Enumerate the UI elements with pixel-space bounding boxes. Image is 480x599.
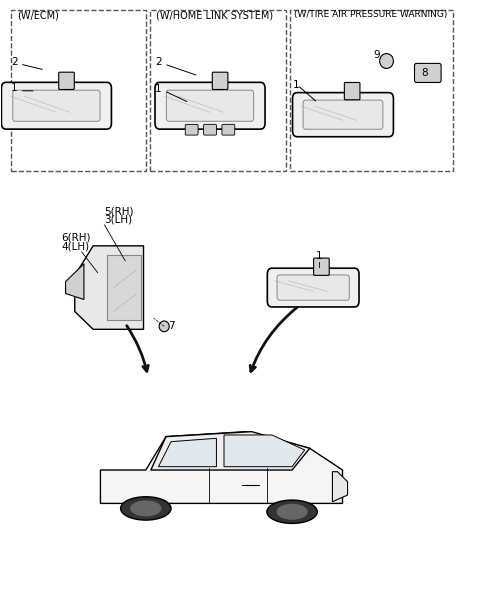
Polygon shape <box>151 432 310 470</box>
Text: 1: 1 <box>155 84 162 94</box>
FancyBboxPatch shape <box>267 268 359 307</box>
FancyBboxPatch shape <box>292 93 394 137</box>
Text: 9: 9 <box>373 50 380 60</box>
FancyBboxPatch shape <box>313 258 329 276</box>
Text: (W/ECM): (W/ECM) <box>17 10 60 20</box>
Polygon shape <box>224 435 305 467</box>
Polygon shape <box>158 438 216 467</box>
Text: 8: 8 <box>421 68 428 78</box>
Ellipse shape <box>120 497 171 520</box>
Ellipse shape <box>159 321 169 332</box>
FancyBboxPatch shape <box>204 125 216 135</box>
FancyBboxPatch shape <box>1 82 111 129</box>
Text: 2: 2 <box>155 57 162 67</box>
Text: (W/HOME LINK SYSTEM): (W/HOME LINK SYSTEM) <box>156 10 273 20</box>
Polygon shape <box>75 246 144 329</box>
Polygon shape <box>100 432 343 503</box>
Polygon shape <box>107 255 141 320</box>
Text: 3(LH): 3(LH) <box>105 215 132 225</box>
Text: 1: 1 <box>11 83 17 93</box>
FancyBboxPatch shape <box>277 275 349 300</box>
FancyBboxPatch shape <box>212 72 228 89</box>
Ellipse shape <box>267 500 317 524</box>
FancyBboxPatch shape <box>303 100 383 129</box>
Ellipse shape <box>131 501 161 516</box>
FancyBboxPatch shape <box>13 90 100 121</box>
Ellipse shape <box>277 504 307 519</box>
FancyBboxPatch shape <box>415 63 441 83</box>
Ellipse shape <box>380 53 394 68</box>
Polygon shape <box>66 264 84 300</box>
FancyBboxPatch shape <box>185 125 198 135</box>
FancyBboxPatch shape <box>150 10 286 171</box>
FancyBboxPatch shape <box>167 90 253 121</box>
Text: 2: 2 <box>11 57 17 67</box>
FancyBboxPatch shape <box>344 83 360 100</box>
FancyBboxPatch shape <box>155 82 265 129</box>
Text: (W/TIRE AIR PRESSURE WARNING): (W/TIRE AIR PRESSURE WARNING) <box>294 10 447 19</box>
FancyBboxPatch shape <box>222 125 235 135</box>
FancyBboxPatch shape <box>59 72 74 89</box>
Text: 5(RH): 5(RH) <box>105 206 134 216</box>
FancyBboxPatch shape <box>11 10 146 171</box>
Polygon shape <box>333 471 348 502</box>
Text: 1: 1 <box>292 80 299 90</box>
Text: 4(LH): 4(LH) <box>61 242 89 252</box>
Text: 6(RH): 6(RH) <box>61 233 91 243</box>
Text: 1: 1 <box>315 251 322 261</box>
FancyBboxPatch shape <box>290 10 453 171</box>
Text: 7: 7 <box>168 321 174 331</box>
